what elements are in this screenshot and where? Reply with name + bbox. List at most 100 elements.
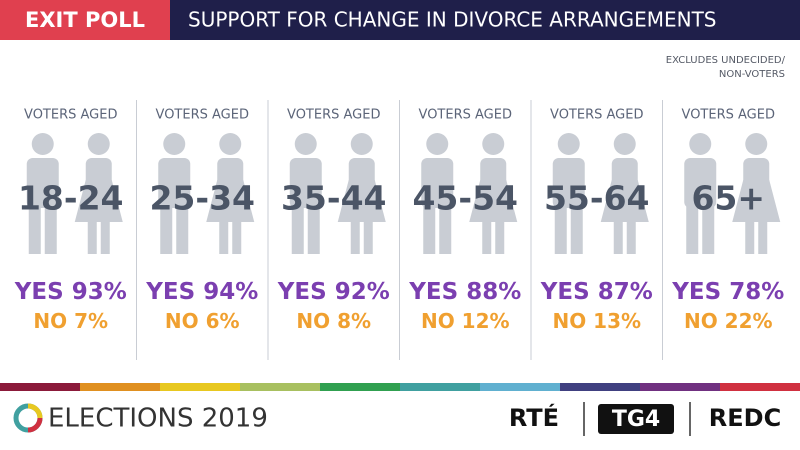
value-label: 22% <box>725 309 773 333</box>
figure-leg <box>291 200 304 254</box>
value-label: 6% <box>206 309 240 333</box>
series-name: YES <box>540 279 590 305</box>
value-label-row: YES 94% <box>145 279 258 305</box>
figure-leg <box>100 220 110 254</box>
value-label-row: NO 7% <box>33 309 108 333</box>
partner-box <box>598 404 674 434</box>
figure-dress <box>469 180 518 222</box>
series-name: NO <box>552 309 586 333</box>
figure-leg <box>423 200 436 254</box>
figure-head <box>745 133 768 155</box>
value-label: 12% <box>462 309 510 333</box>
figure-leg <box>350 220 360 254</box>
figure-head <box>482 133 505 155</box>
figure-head <box>426 133 449 155</box>
figure-leg <box>702 200 715 254</box>
value-label-row: NO 22% <box>684 309 773 333</box>
stripe <box>320 383 400 391</box>
figure-head <box>31 133 54 155</box>
logo-ring <box>27 403 43 419</box>
series-name: NO <box>684 309 718 333</box>
group-label: VOTERS AGED <box>550 108 643 123</box>
figure-body <box>421 158 454 208</box>
value-label: 87% <box>598 279 653 305</box>
figure-leg <box>232 220 242 254</box>
note: NON-VOTERS <box>719 69 785 80</box>
category-label: 35-44 <box>281 179 387 218</box>
category-label: 55-64 <box>544 179 650 218</box>
figure-leg <box>363 220 373 254</box>
value-label-row: NO 6% <box>165 309 240 333</box>
figure-head <box>294 133 317 155</box>
figure-leg <box>482 220 492 254</box>
figure-body <box>684 158 717 208</box>
figure-body <box>552 158 585 208</box>
figure-leg <box>745 220 755 254</box>
figure-head <box>163 133 186 155</box>
note: EXCLUDES UNDECIDED/ <box>666 55 786 66</box>
series-name: YES <box>145 279 195 305</box>
value-label: 13% <box>593 309 641 333</box>
value-label-row: YES 87% <box>540 279 653 305</box>
category-label: 65+ <box>691 179 765 218</box>
logo-ring <box>27 417 43 433</box>
figure-leg <box>686 200 699 254</box>
figure-leg <box>307 200 320 254</box>
series-name: YES <box>14 279 64 305</box>
stripe <box>640 383 720 391</box>
series-name: NO <box>165 309 199 333</box>
figure-dress <box>732 180 781 222</box>
figure-leg <box>613 220 623 254</box>
series-name: YES <box>408 279 458 305</box>
category-label: 45-54 <box>412 179 518 218</box>
color-stripe <box>0 383 800 391</box>
group-label: VOTERS AGED <box>24 108 117 123</box>
badge-box <box>0 0 170 40</box>
figure-leg <box>219 220 229 254</box>
figure-leg <box>160 200 173 254</box>
figure-body <box>26 158 59 208</box>
chart-title: SUPPORT FOR CHANGE IN DIVORCE ARRANGEMEN… <box>188 8 717 32</box>
value-label: 88% <box>466 279 521 305</box>
value-label-row: NO 12% <box>421 309 510 333</box>
figure-head <box>689 133 712 155</box>
figure-leg <box>495 220 505 254</box>
figure-body <box>158 158 191 208</box>
brand-logo <box>13 403 43 433</box>
value-label-row: YES 92% <box>277 279 390 305</box>
figure-dress <box>600 180 649 222</box>
figure-head <box>350 133 373 155</box>
series-name: NO <box>33 309 67 333</box>
figure-leg <box>439 200 452 254</box>
category-label: 25-34 <box>149 179 255 218</box>
value-label-row: YES 88% <box>408 279 521 305</box>
partner: RTÉ <box>509 403 559 432</box>
figure-body <box>289 158 322 208</box>
value-label-row: NO 8% <box>296 309 371 333</box>
value-label-row: YES 93% <box>14 279 127 305</box>
stripe <box>160 383 240 391</box>
figure-leg <box>758 220 768 254</box>
group-label: VOTERS AGED <box>419 108 512 123</box>
series-name: YES <box>277 279 327 305</box>
brand: ELECTIONS 2019 <box>48 404 268 434</box>
stripe <box>400 383 480 391</box>
stripe <box>480 383 560 391</box>
figure-leg <box>87 220 97 254</box>
group-label: VOTERS AGED <box>682 108 775 123</box>
figure-leg <box>554 200 567 254</box>
group-label: VOTERS AGED <box>287 108 380 123</box>
category-label: 18-24 <box>18 179 124 218</box>
figure-head <box>557 133 580 155</box>
stripe <box>0 383 80 391</box>
value-label: 92% <box>335 279 390 305</box>
value-label: 94% <box>203 279 258 305</box>
value-label: 7% <box>74 309 108 333</box>
value-label: 8% <box>337 309 371 333</box>
value-label: 93% <box>72 279 127 305</box>
badge: EXIT POLL <box>25 8 145 32</box>
figure-leg <box>176 200 189 254</box>
value-label: 78% <box>729 279 784 305</box>
figure-leg <box>28 200 41 254</box>
